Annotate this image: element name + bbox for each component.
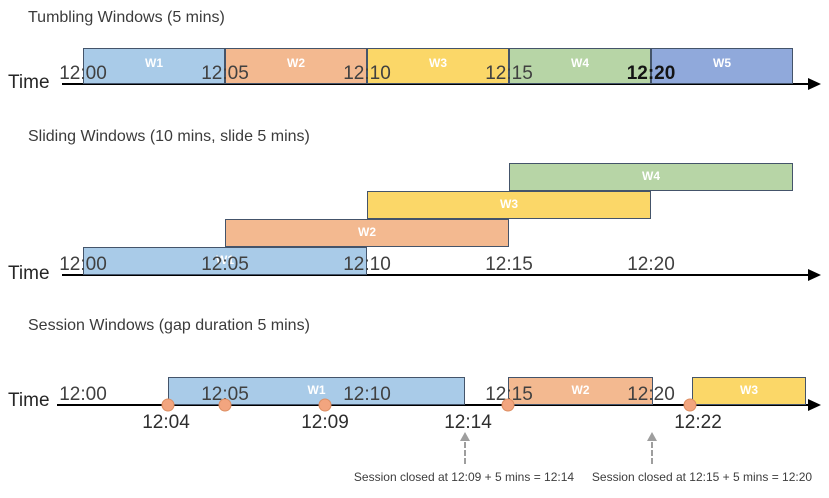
section-title-sliding: Sliding Windows (10 mins, slide 5 mins) [28, 128, 310, 145]
window-bar-session-w3: W3 [692, 377, 806, 405]
callout-arrow-icon [460, 432, 470, 441]
window-bar-sliding-w1: W1 [83, 247, 367, 275]
tick-label: 12:10 [343, 384, 391, 405]
event-time-label: 12:09 [301, 412, 349, 433]
event-dot [683, 398, 697, 412]
window-bar-session-w2: W2 [508, 377, 653, 405]
tick-label: 12:20 [627, 384, 675, 405]
event-dot [218, 398, 232, 412]
section-title-tumbling: Tumbling Windows (5 mins) [28, 9, 225, 26]
window-label: W3 [740, 383, 758, 397]
callout-text: Session closed at 12:15 + 5 mins = 12:20 [591, 470, 813, 484]
time-axis-label: Time [8, 72, 50, 93]
window-bar-tumbling-w1: W1 [83, 48, 225, 84]
event-time-label: 12:14 [444, 412, 492, 433]
tick-label: 12:00 [59, 63, 107, 84]
callout-arrow-icon [647, 432, 657, 441]
window-bar-tumbling-w3: W3 [367, 48, 509, 84]
axis-arrow-icon [808, 269, 821, 281]
section-title-session: Session Windows (gap duration 5 mins) [28, 317, 310, 334]
window-label: W4 [642, 169, 660, 183]
window-label: W3 [500, 197, 518, 211]
window-label: W2 [287, 56, 305, 70]
window-bar-tumbling-w4: W4 [509, 48, 651, 84]
callout-text: Session closed at 12:09 + 5 mins = 12:14 [353, 470, 575, 484]
window-bar-sliding-w2: W2 [225, 219, 509, 247]
time-axis-label: Time [8, 390, 50, 411]
window-label: W2 [358, 225, 376, 239]
tick-label: 12:05 [201, 384, 249, 405]
event-time-label: 12:22 [674, 412, 722, 433]
tick-label: 12:00 [59, 384, 107, 405]
window-bar-sliding-w3: W3 [367, 191, 651, 219]
window-bar-session-w1: W1 [168, 377, 465, 405]
axis-line [57, 404, 808, 406]
tick-label: 12:10 [343, 63, 391, 84]
event-dot [318, 398, 332, 412]
axis-line [62, 274, 808, 276]
window-label: W2 [571, 383, 590, 397]
callout-dashed-line [464, 442, 466, 464]
tick-label: 12:05 [201, 63, 249, 84]
axis-arrow-icon [808, 78, 821, 90]
window-bar-tumbling-w2: W2 [225, 48, 367, 84]
time-axis-label: Time [8, 263, 50, 284]
tick-label: 12:15 [485, 254, 533, 275]
tick-label: 12:00 [59, 254, 107, 275]
window-bar-tumbling-w5: W5 [651, 48, 793, 84]
window-bar-sliding-w4: W4 [509, 163, 793, 191]
axis-arrow-icon [808, 399, 821, 411]
callout-dashed-line [651, 442, 653, 464]
window-label: W1 [145, 56, 163, 70]
tick-label: 12:10 [343, 254, 391, 275]
event-dot [161, 398, 175, 412]
window-label: W5 [713, 56, 731, 70]
window-label: W1 [307, 383, 326, 397]
tick-label: 12:15 [485, 63, 533, 84]
tick-label: 12:15 [485, 384, 533, 405]
axis-line [62, 83, 808, 85]
event-time-label: 12:04 [142, 412, 190, 433]
tick-label: 12:20 [627, 254, 675, 275]
tick-label: 12:20 [626, 63, 676, 84]
window-label: W3 [429, 56, 447, 70]
tick-label: 12:05 [201, 254, 249, 275]
window-label: W1 [216, 253, 234, 267]
window-label: W4 [571, 56, 589, 70]
event-dot [501, 398, 515, 412]
